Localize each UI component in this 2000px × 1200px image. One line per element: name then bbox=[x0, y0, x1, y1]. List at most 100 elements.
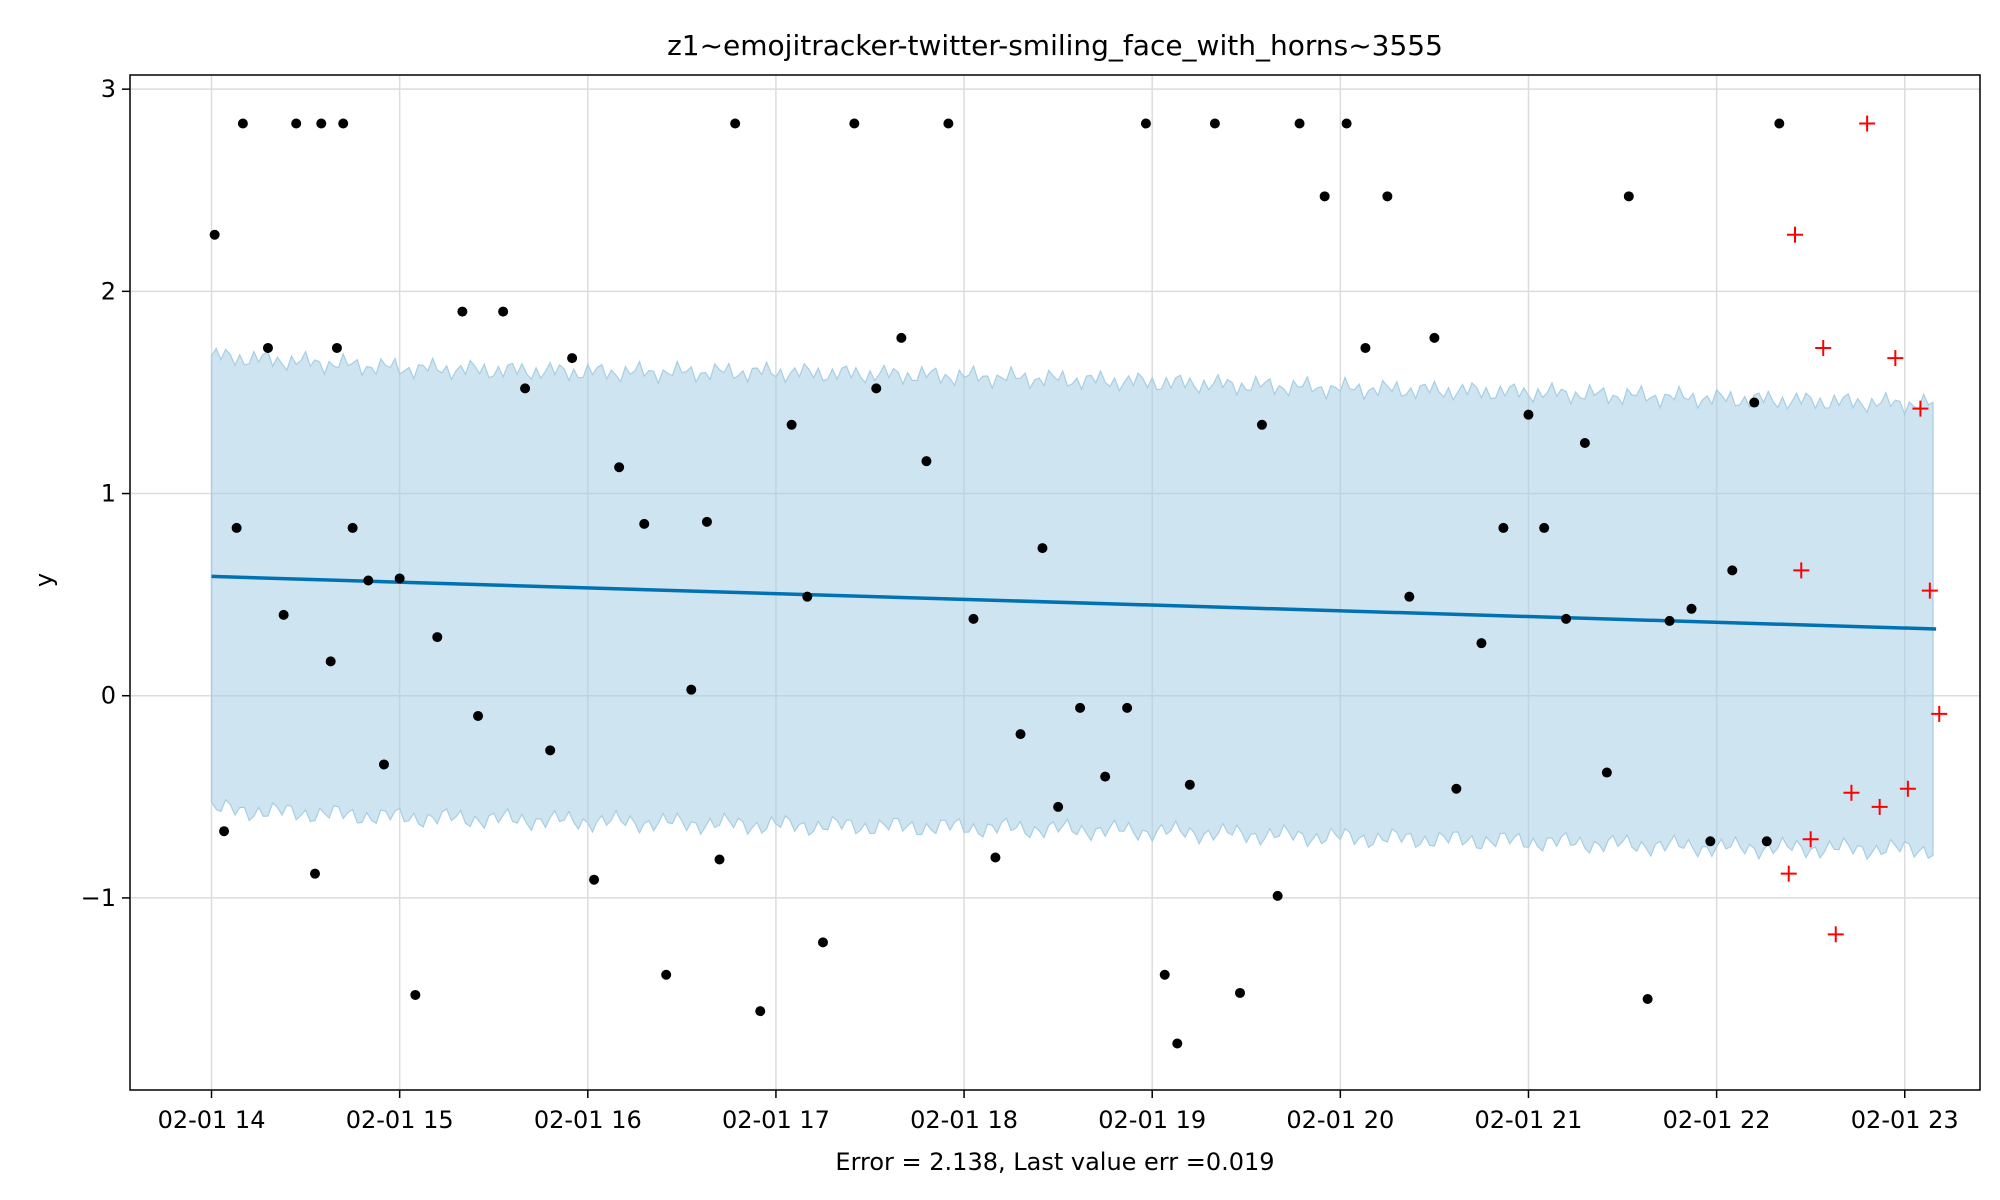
observed-point bbox=[1272, 890, 1283, 901]
forecast-point bbox=[1843, 784, 1860, 801]
observed-point bbox=[432, 632, 443, 643]
observed-point bbox=[325, 656, 336, 667]
observed-point bbox=[231, 522, 242, 533]
observed-point bbox=[1429, 332, 1440, 343]
observed-point bbox=[589, 874, 600, 885]
observed-point bbox=[1774, 118, 1785, 129]
observed-point bbox=[1184, 779, 1195, 790]
observed-point bbox=[498, 306, 509, 317]
observed-point bbox=[1037, 543, 1048, 554]
observed-point bbox=[701, 516, 712, 527]
observed-point bbox=[730, 118, 741, 129]
observed-point bbox=[1341, 118, 1352, 129]
observed-point bbox=[363, 575, 374, 586]
observed-point bbox=[896, 332, 907, 343]
observed-point bbox=[1601, 767, 1612, 778]
observed-point bbox=[338, 118, 349, 129]
x-tick-label: 02-01 17 bbox=[722, 1106, 830, 1134]
observed-point bbox=[567, 353, 578, 364]
observed-point bbox=[291, 118, 302, 129]
observed-point bbox=[614, 462, 625, 473]
x-tick-label: 02-01 23 bbox=[1851, 1106, 1959, 1134]
observed-point bbox=[714, 854, 725, 865]
observed-point bbox=[1705, 836, 1716, 847]
forecast-point bbox=[1787, 226, 1803, 243]
observed-point bbox=[219, 826, 230, 837]
observed-point bbox=[802, 591, 813, 602]
observed-point bbox=[755, 1006, 766, 1017]
observed-point bbox=[1476, 638, 1487, 649]
observed-point bbox=[310, 868, 320, 879]
observed-point bbox=[1122, 702, 1133, 713]
observed-point bbox=[1360, 342, 1371, 353]
x-axis-label: Error = 2.138, Last value err =0.019 bbox=[835, 1148, 1274, 1176]
forecast-point bbox=[1871, 798, 1888, 815]
observed-point bbox=[1623, 191, 1634, 202]
forecast-point bbox=[1827, 926, 1844, 943]
observed-point bbox=[1579, 437, 1590, 448]
observed-point bbox=[1761, 836, 1772, 847]
observed-point bbox=[262, 342, 273, 353]
x-tick-label: 02-01 19 bbox=[1098, 1106, 1206, 1134]
y-tick-label: 3 bbox=[101, 75, 116, 103]
y-tick-label: 2 bbox=[101, 277, 116, 305]
observed-point bbox=[331, 342, 342, 353]
observed-point bbox=[1159, 969, 1170, 980]
observed-point bbox=[849, 118, 860, 129]
observed-point bbox=[1642, 994, 1653, 1005]
forecast-point bbox=[1921, 582, 1938, 599]
observed-point bbox=[410, 989, 421, 1000]
x-tick-label: 02-01 22 bbox=[1663, 1106, 1771, 1134]
forecast-point bbox=[1793, 562, 1810, 579]
observed-point bbox=[990, 852, 1001, 863]
observed-point bbox=[457, 306, 468, 317]
x-axis: 02-01 14 02-01 15 02-01 16 02-01 17 02-01 18… bbox=[158, 1090, 1959, 1134]
observed-point bbox=[378, 759, 389, 770]
y-tick-label: 1 bbox=[101, 480, 116, 508]
plot-frame bbox=[129, 74, 1981, 1091]
observed-point bbox=[1100, 771, 1111, 782]
forecast-point bbox=[1931, 705, 1948, 722]
forecast-point bbox=[1887, 350, 1904, 367]
y-axis-label: y bbox=[30, 573, 58, 587]
observed-point bbox=[209, 229, 220, 240]
observed-point bbox=[786, 419, 797, 430]
observed-point bbox=[394, 573, 405, 584]
observed-point bbox=[1235, 987, 1245, 998]
forecast-point bbox=[1859, 115, 1876, 132]
observed-point bbox=[1140, 118, 1151, 129]
forecast-point bbox=[1780, 865, 1797, 882]
chart-title: z1~emojitracker-twitter-smiling_face_wit… bbox=[667, 29, 1443, 62]
forecast-point bbox=[1815, 339, 1832, 356]
trend-line bbox=[211, 574, 1937, 631]
observed-point bbox=[545, 745, 556, 756]
observed-point bbox=[1382, 191, 1393, 202]
observed-point bbox=[1053, 801, 1064, 812]
observed-point bbox=[1727, 565, 1738, 576]
forecast-point bbox=[1802, 831, 1819, 848]
observed-point bbox=[1749, 397, 1760, 408]
observed-point bbox=[1075, 702, 1086, 713]
observed-point bbox=[1209, 118, 1220, 129]
observed-point bbox=[1294, 118, 1305, 129]
observed-point bbox=[1172, 1038, 1183, 1049]
x-tick-label: 02-01 20 bbox=[1286, 1106, 1394, 1134]
observed-point bbox=[237, 118, 248, 129]
observed-point bbox=[817, 937, 828, 948]
x-tick-label: 02-01 14 bbox=[158, 1106, 266, 1134]
observed-point bbox=[1319, 191, 1330, 202]
x-tick-label: 02-01 21 bbox=[1475, 1106, 1583, 1134]
y-tick-label: 0 bbox=[101, 682, 116, 710]
x-tick-label: 02-01 15 bbox=[346, 1106, 454, 1134]
observed-point bbox=[316, 118, 327, 129]
observed-point bbox=[686, 684, 697, 695]
observed-point bbox=[1451, 783, 1462, 794]
observed-point bbox=[347, 522, 358, 533]
observed-point bbox=[1664, 615, 1675, 626]
observed-point bbox=[1256, 419, 1267, 430]
y-axis: 3 2 1 0 −1 bbox=[81, 75, 130, 912]
observed-point bbox=[1561, 613, 1572, 624]
observed-point bbox=[943, 118, 954, 129]
x-tick-label: 02-01 18 bbox=[910, 1106, 1018, 1134]
